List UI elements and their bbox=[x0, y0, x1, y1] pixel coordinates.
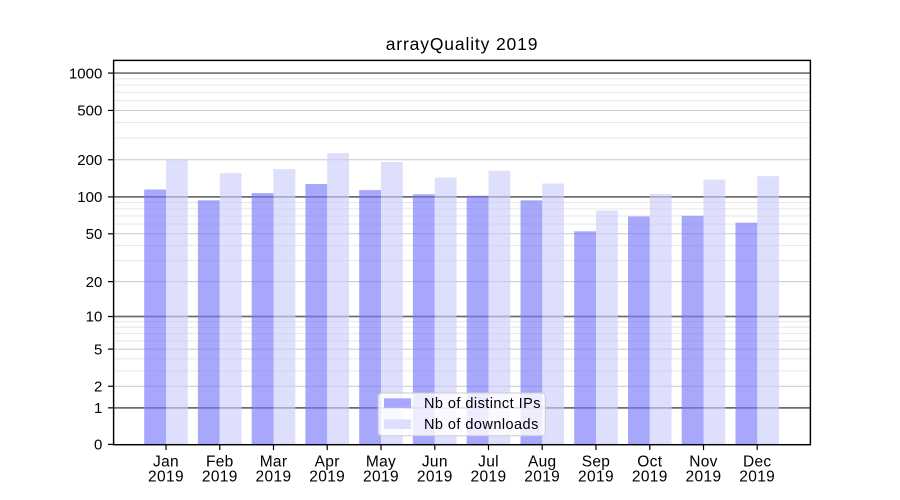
svg-text:Nb of distinct IPs: Nb of distinct IPs bbox=[424, 396, 541, 412]
svg-text:500: 500 bbox=[77, 103, 102, 120]
svg-text:Aug: Aug bbox=[528, 453, 556, 470]
svg-text:2019: 2019 bbox=[363, 469, 399, 486]
svg-text:Sep: Sep bbox=[582, 453, 610, 470]
svg-text:1: 1 bbox=[94, 400, 102, 417]
svg-text:5: 5 bbox=[94, 341, 102, 358]
svg-text:200: 200 bbox=[77, 152, 102, 169]
svg-text:Jul: Jul bbox=[478, 453, 499, 470]
svg-text:2019: 2019 bbox=[524, 469, 560, 486]
svg-text:2019: 2019 bbox=[417, 469, 453, 486]
svg-text:100: 100 bbox=[77, 189, 102, 206]
svg-text:50: 50 bbox=[86, 226, 103, 243]
svg-text:2019: 2019 bbox=[471, 469, 507, 486]
svg-text:20: 20 bbox=[86, 274, 103, 291]
svg-text:arrayQuality 2019: arrayQuality 2019 bbox=[386, 34, 539, 54]
svg-text:1000: 1000 bbox=[69, 65, 102, 82]
svg-text:2: 2 bbox=[94, 378, 102, 395]
svg-text:Feb: Feb bbox=[206, 453, 234, 470]
svg-text:2019: 2019 bbox=[148, 469, 184, 486]
svg-text:10: 10 bbox=[86, 309, 103, 326]
svg-text:Nov: Nov bbox=[689, 453, 717, 470]
svg-text:2019: 2019 bbox=[309, 469, 345, 486]
svg-text:2019: 2019 bbox=[202, 469, 238, 486]
svg-text:Dec: Dec bbox=[743, 453, 771, 470]
svg-text:2019: 2019 bbox=[686, 469, 722, 486]
svg-text:0: 0 bbox=[94, 437, 102, 454]
svg-text:Jun: Jun bbox=[422, 453, 448, 470]
svg-text:2019: 2019 bbox=[739, 469, 775, 486]
svg-text:Oct: Oct bbox=[637, 453, 662, 470]
svg-text:2019: 2019 bbox=[632, 469, 668, 486]
svg-text:Mar: Mar bbox=[260, 453, 288, 470]
svg-text:May: May bbox=[366, 453, 396, 470]
svg-text:Jan: Jan bbox=[153, 453, 179, 470]
svg-text:Apr: Apr bbox=[315, 453, 340, 470]
svg-text:2019: 2019 bbox=[578, 469, 614, 486]
svg-text:Nb of downloads: Nb of downloads bbox=[424, 417, 539, 433]
svg-text:2019: 2019 bbox=[256, 469, 292, 486]
